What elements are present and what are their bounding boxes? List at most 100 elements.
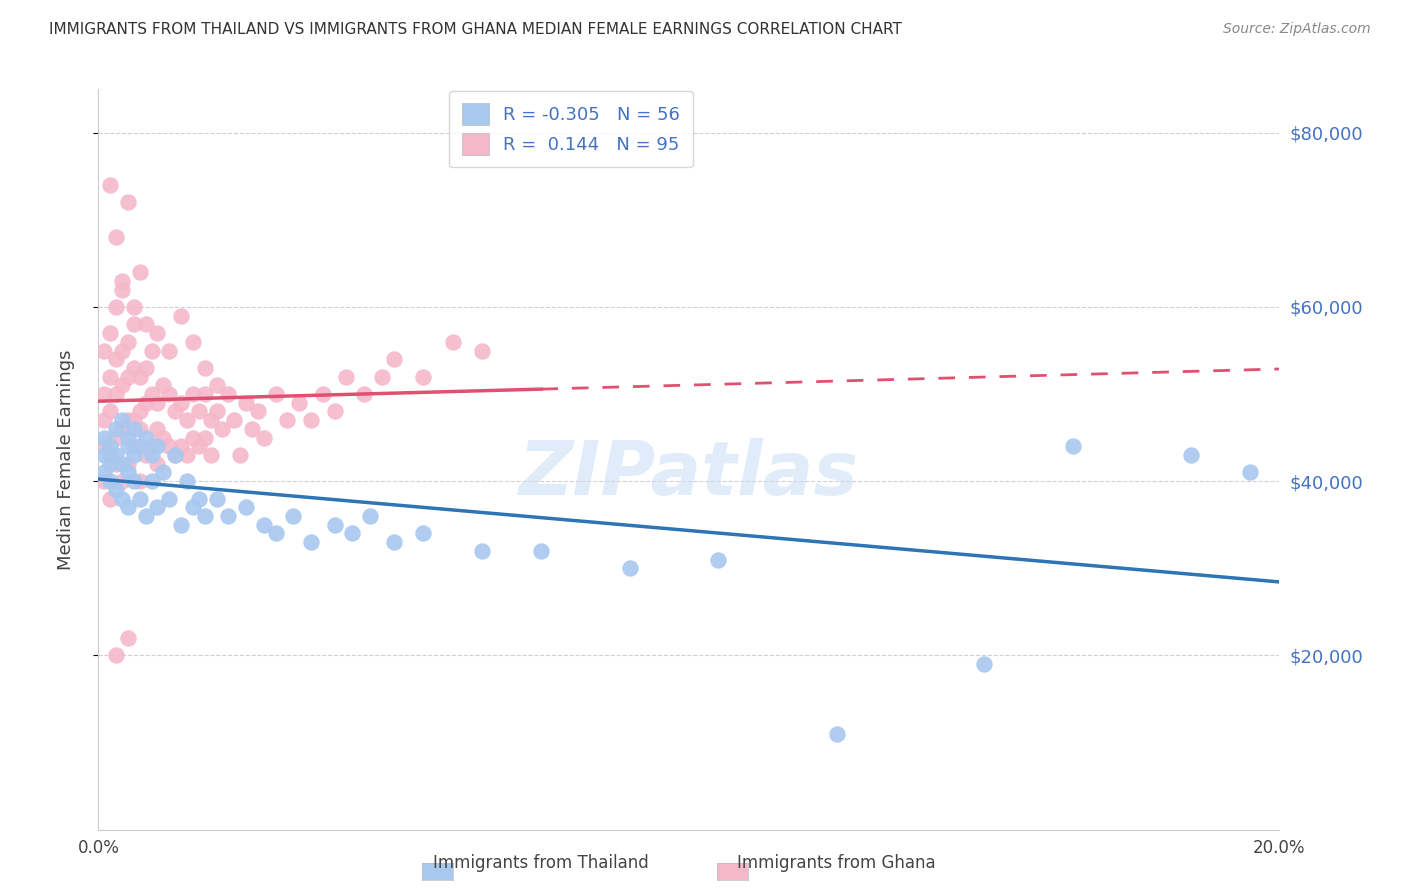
Point xyxy=(98,369,121,384)
Point xyxy=(342,526,364,541)
Point xyxy=(152,466,174,480)
Point xyxy=(240,422,263,436)
Point xyxy=(146,439,169,453)
Point xyxy=(170,396,193,410)
Point xyxy=(135,396,157,410)
Text: Immigrants from Ghana: Immigrants from Ghana xyxy=(737,855,936,872)
Point xyxy=(98,178,121,192)
Point xyxy=(1180,448,1202,462)
Point xyxy=(128,474,150,488)
Point xyxy=(412,526,434,541)
Point xyxy=(117,439,139,453)
Point xyxy=(157,491,180,506)
Point xyxy=(141,474,163,488)
Point xyxy=(117,631,139,645)
Point xyxy=(146,326,169,340)
Point xyxy=(205,404,228,418)
Point xyxy=(93,413,115,427)
Point xyxy=(117,334,139,349)
Point xyxy=(181,334,204,349)
Point xyxy=(105,483,128,497)
Point xyxy=(471,544,494,558)
Point xyxy=(181,431,204,445)
Point xyxy=(353,387,375,401)
Point xyxy=(111,283,134,297)
Point xyxy=(111,274,134,288)
Point xyxy=(98,326,121,340)
Point xyxy=(194,360,217,375)
Point xyxy=(165,404,187,418)
Point xyxy=(224,413,246,427)
Point xyxy=(141,343,163,358)
Point xyxy=(235,500,257,515)
Point xyxy=(117,466,139,480)
Point xyxy=(283,508,305,523)
Point xyxy=(299,413,322,427)
Point xyxy=(105,431,128,445)
Point xyxy=(122,448,145,462)
Point xyxy=(200,448,222,462)
Point xyxy=(335,369,357,384)
Point xyxy=(111,378,134,392)
Point xyxy=(471,343,494,358)
Point xyxy=(105,457,128,471)
Point xyxy=(128,265,150,279)
Point xyxy=(98,457,121,471)
Point xyxy=(165,448,187,462)
Point xyxy=(371,369,394,384)
Point xyxy=(264,387,287,401)
Point xyxy=(105,422,128,436)
Point xyxy=(181,387,204,401)
Point xyxy=(117,500,139,515)
Point xyxy=(217,508,239,523)
Point xyxy=(253,431,276,445)
Point xyxy=(530,544,553,558)
Point xyxy=(93,387,115,401)
Point xyxy=(176,448,198,462)
Point xyxy=(205,378,228,392)
Point xyxy=(205,491,228,506)
Point xyxy=(170,439,193,453)
Point xyxy=(288,396,311,410)
Point xyxy=(229,448,252,462)
Point xyxy=(111,343,134,358)
Point xyxy=(122,300,145,314)
Point xyxy=(122,439,145,453)
Point xyxy=(152,431,174,445)
Legend: R = -0.305   N = 56, R =  0.144   N = 95: R = -0.305 N = 56, R = 0.144 N = 95 xyxy=(449,91,693,168)
Point xyxy=(98,474,121,488)
Point xyxy=(619,561,641,575)
Point xyxy=(105,352,128,367)
Point xyxy=(98,448,121,462)
Point xyxy=(194,508,217,523)
Point xyxy=(323,517,346,532)
Point xyxy=(122,318,145,332)
Point xyxy=(264,526,287,541)
Point xyxy=(146,396,169,410)
Point xyxy=(157,343,180,358)
Point xyxy=(135,508,157,523)
Point xyxy=(187,491,209,506)
Point xyxy=(217,387,239,401)
Text: Source: ZipAtlas.com: Source: ZipAtlas.com xyxy=(1223,22,1371,37)
Point xyxy=(253,517,276,532)
Point xyxy=(122,360,145,375)
Point xyxy=(323,404,346,418)
Point xyxy=(170,309,193,323)
Point xyxy=(122,422,145,436)
Point xyxy=(359,508,381,523)
Point xyxy=(200,413,222,427)
Point xyxy=(111,491,134,506)
Text: IMMIGRANTS FROM THAILAND VS IMMIGRANTS FROM GHANA MEDIAN FEMALE EARNINGS CORRELA: IMMIGRANTS FROM THAILAND VS IMMIGRANTS F… xyxy=(49,22,903,37)
Point xyxy=(105,448,128,462)
Point xyxy=(111,413,134,427)
Point xyxy=(128,404,150,418)
Point xyxy=(312,387,335,401)
Point xyxy=(141,387,163,401)
Point xyxy=(105,648,128,663)
Point xyxy=(1239,466,1261,480)
Point xyxy=(117,413,139,427)
Point xyxy=(98,491,121,506)
Point xyxy=(176,474,198,488)
Point xyxy=(93,474,115,488)
